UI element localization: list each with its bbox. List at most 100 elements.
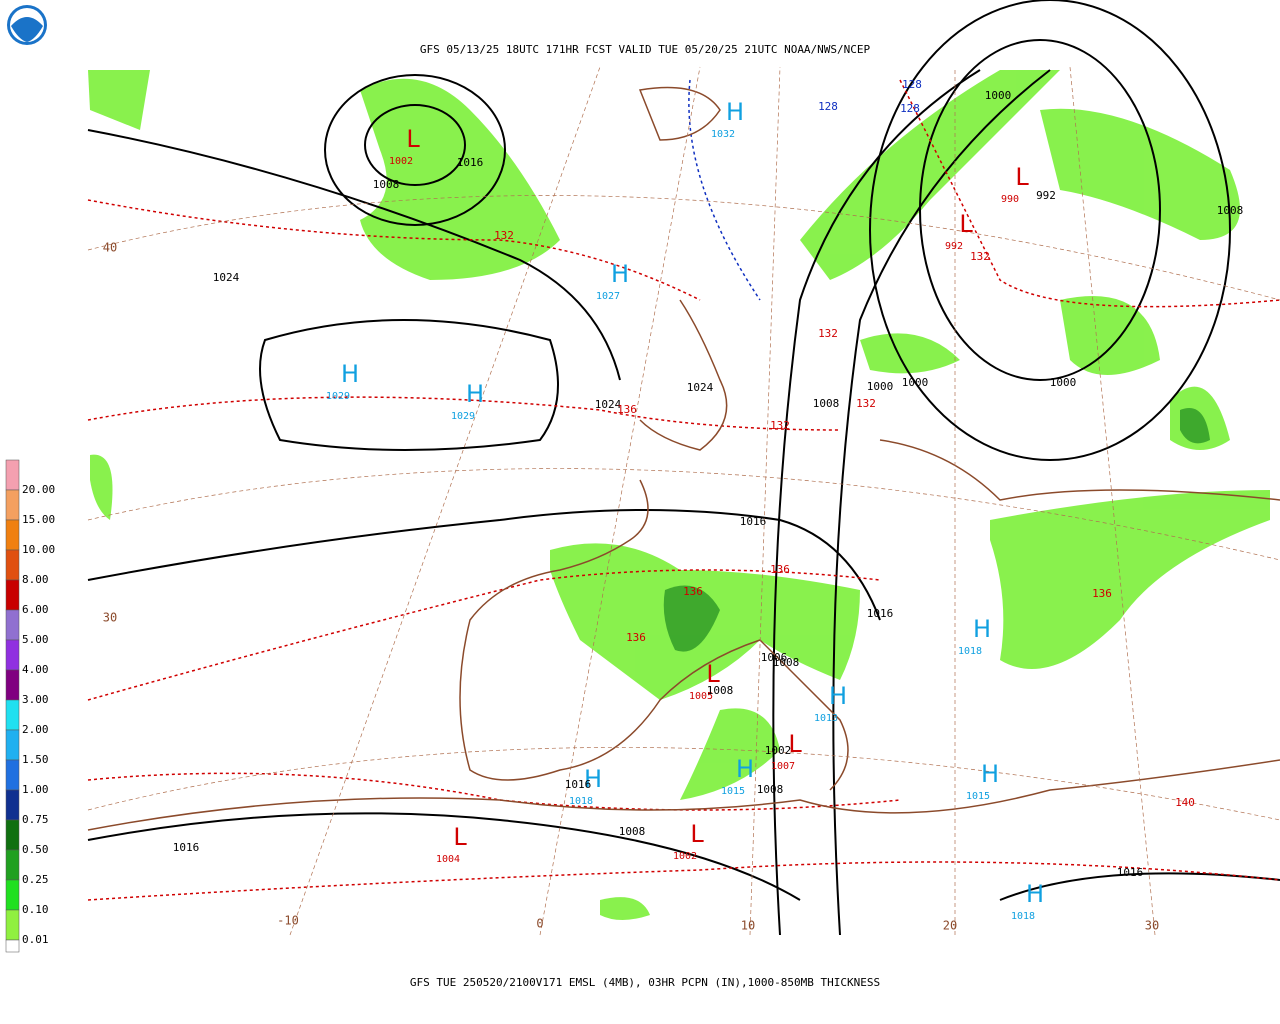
isobar-label: 1000: [867, 380, 894, 393]
legend-swatch: [5, 879, 20, 911]
pressure-center-value: 1018: [569, 796, 593, 807]
thickness-label: 128: [818, 100, 838, 113]
grid-label: 0: [536, 917, 543, 931]
pressure-center-letter: L: [406, 125, 420, 153]
thickness-label: 132: [970, 250, 990, 263]
pressure-center-value: 1032: [711, 129, 735, 140]
thickness-contours: [87, 79, 1280, 901]
thickness-label: 132: [770, 419, 790, 432]
thickness-label: 136: [683, 585, 703, 598]
legend-swatch: [5, 489, 20, 521]
pressure-center-value: 992: [945, 241, 963, 252]
isobar-label: 1008: [813, 397, 840, 410]
isobar-label: 1016: [173, 841, 200, 854]
pressure-center-value: 1013: [814, 713, 838, 724]
pressure-center-value: 1027: [596, 291, 620, 302]
heavy-precip: [663, 408, 1210, 652]
isobar-label: 1024: [687, 381, 714, 394]
thickness-label: 132: [818, 327, 838, 340]
isobar-label: 1008: [773, 656, 800, 669]
isobar-label: 1006: [761, 651, 788, 664]
pressure-center-letter: H: [466, 380, 484, 408]
thickness-label: 128: [900, 102, 920, 115]
pressure-center-value: 1015: [721, 786, 745, 797]
thickness-label: 136: [626, 631, 646, 644]
thickness-label: 136: [770, 563, 790, 576]
noaa-logo: [7, 5, 47, 45]
map-title: GFS 05/13/25 18UTC 171HR FCST VALID TUE …: [420, 43, 871, 56]
legend-label: 15.00: [22, 513, 55, 526]
legend-label: 0.01: [22, 933, 49, 946]
pressure-center-letter: H: [584, 765, 602, 793]
legend-label: 6.00: [22, 603, 49, 616]
grid-label: 10: [741, 919, 755, 933]
pressure-center-value: 1018: [1011, 911, 1035, 922]
isobar-label: 1016: [565, 778, 592, 791]
pressure-center-letter: H: [981, 760, 999, 788]
pressure-center-letter: H: [1026, 880, 1044, 908]
pressure-center-letter: H: [726, 98, 744, 126]
map-caption: GFS TUE 250520/2100V171 EMSL (4MB), 03HR…: [410, 976, 880, 989]
grid-label: 20: [943, 919, 957, 933]
thickness-528: [688, 79, 761, 301]
legend-label: 0.25: [22, 873, 49, 886]
legend-label: 0.50: [22, 843, 49, 856]
pressure-center-letter: H: [341, 360, 359, 388]
grid-label: -10: [277, 914, 299, 928]
isobar-label: 1000: [1050, 376, 1077, 389]
isobar-label: 1002: [765, 744, 792, 757]
thickness-label: 128: [902, 78, 922, 91]
pressure-center-value: 1004: [436, 854, 460, 865]
legend-label: 2.00: [22, 723, 49, 736]
precip-legend: 20.00 15.00 10.00 8.00 6.00 5.00 4.00 3.00 2.00 1…: [5, 459, 55, 953]
isobar-label: 1008: [619, 825, 646, 838]
legend-swatch: [5, 819, 20, 851]
legend-swatch: [5, 909, 20, 941]
legend-swatch: [5, 639, 20, 671]
legend-swatch: [5, 669, 20, 701]
isobar-label: 1000: [985, 89, 1012, 102]
isobar-label: 1016: [867, 607, 894, 620]
pressure-center-value: 1007: [771, 761, 795, 772]
pressure-center-value: 1015: [966, 791, 990, 802]
thickness-label: 136: [617, 403, 637, 416]
legend-swatch: [5, 699, 20, 731]
pressure-center-letter: L: [706, 660, 720, 688]
legend-label: 0.10: [22, 903, 49, 916]
thickness-label: 140: [1175, 796, 1195, 809]
legend-swatch: [5, 579, 20, 611]
pressure-center-value: 1005: [689, 691, 713, 702]
isobar-label: 1008: [1217, 204, 1244, 217]
isobar-label: 1008: [757, 783, 784, 796]
legend-swatch: [5, 609, 20, 641]
map-area: [87, 0, 1280, 936]
pressure-center-value: 990: [1001, 194, 1019, 205]
pressure-center-letter: H: [736, 755, 754, 783]
pressure-center-letter: L: [453, 823, 467, 851]
grid-label: 30: [1145, 919, 1159, 933]
isobar-label: 992: [1036, 189, 1056, 202]
legend-label: 3.00: [22, 693, 49, 706]
thickness-label: 132: [494, 229, 514, 242]
grid-label: 40: [103, 241, 117, 255]
pressure-center-value: 1002: [673, 851, 697, 862]
legend-swatch: [5, 849, 20, 881]
pressure-center-value: 1018: [958, 646, 982, 657]
legend-swatch: [5, 759, 20, 791]
isobar-label: 1008: [373, 178, 400, 191]
pressure-center-letter: L: [959, 210, 973, 238]
isobar-label: 1008: [707, 684, 734, 697]
pressure-center-letter: L: [788, 730, 802, 758]
legend-label: 1.00: [22, 783, 49, 796]
lat-lon-grid: [87, 66, 1280, 936]
thickness-label: 132: [856, 397, 876, 410]
pressure-center-value: 1002: [389, 156, 413, 167]
legend-swatch: [5, 729, 20, 761]
thickness-label: 136: [1092, 587, 1112, 600]
legend-label: 4.00: [22, 663, 49, 676]
isobar-label: 1016: [1117, 866, 1144, 879]
pressure-center-letter: H: [611, 260, 629, 288]
legend-swatch: [5, 459, 20, 491]
